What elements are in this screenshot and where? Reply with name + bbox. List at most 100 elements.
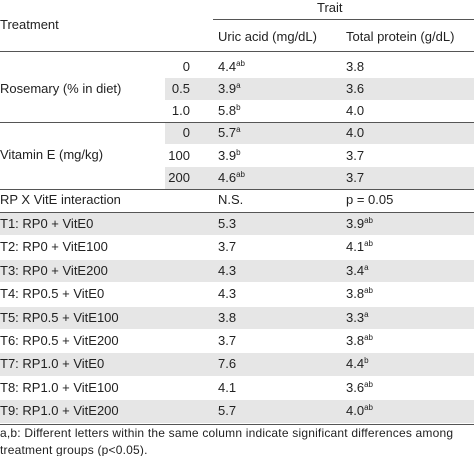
level: 0 bbox=[182, 59, 190, 74]
superscript: a bbox=[236, 125, 241, 134]
superscript: ab bbox=[364, 333, 373, 342]
uric-acid: 4.3 bbox=[218, 286, 236, 302]
uric-acid: 3.9a bbox=[218, 81, 241, 97]
superscript: ab bbox=[364, 379, 373, 389]
superscript: a bbox=[364, 262, 369, 272]
row-shading bbox=[0, 306, 474, 329]
total-protein: p = 0.05 bbox=[346, 192, 393, 208]
uric-acid: 4.3 bbox=[218, 263, 236, 279]
total-protein: 4.0 bbox=[346, 103, 364, 119]
uric-acid: 7.6 bbox=[218, 356, 236, 372]
cell-value: 3.9 bbox=[346, 216, 365, 231]
total-protein: 3.8 bbox=[346, 59, 364, 75]
total-protein: 3.3a bbox=[346, 310, 369, 326]
level: 1.0 bbox=[171, 103, 190, 118]
section-label: Vitamin E (mg/kg) bbox=[0, 147, 104, 162]
cell-value: 4.0 bbox=[346, 125, 365, 140]
cell-value: 5.3 bbox=[218, 216, 237, 231]
uric-acid: 5.8b bbox=[218, 103, 241, 119]
total-protein: 4.1ab bbox=[346, 239, 373, 255]
cell-value: 3.8 bbox=[218, 309, 237, 325]
uric-acid: N.S. bbox=[218, 192, 243, 208]
cell-value: 3.8 bbox=[346, 286, 365, 302]
cell-value: 3.9 bbox=[218, 147, 237, 163]
uric-acid: 4.4ab bbox=[218, 59, 245, 75]
cell-value: 3.6 bbox=[346, 379, 365, 395]
cell-value: 7.6 bbox=[218, 356, 237, 372]
cell-value: 4.6 bbox=[218, 170, 237, 185]
cell-value: 4.1 bbox=[346, 239, 365, 255]
row-shading bbox=[165, 122, 474, 144]
superscript: ab bbox=[364, 216, 373, 225]
uric-acid: 5.7a bbox=[218, 125, 241, 141]
treatment-label: T5: RP0.5 + VitE100 bbox=[0, 309, 119, 325]
treatment-label: T4: RP0.5 + VitE0 bbox=[0, 286, 105, 302]
cell-value: 5.7 bbox=[218, 125, 237, 140]
cell-value: 4.0 bbox=[346, 403, 365, 419]
cell-value: 3.8 bbox=[346, 333, 365, 348]
cell-value: 3.7 bbox=[346, 170, 365, 185]
cell-value: 5.7 bbox=[218, 403, 237, 419]
level: 200 bbox=[168, 170, 190, 185]
row-shading bbox=[165, 78, 474, 100]
cell-value: 4.3 bbox=[218, 262, 237, 278]
treatment-label: T7: RP1.0 + VitE0 bbox=[0, 356, 105, 372]
total-protein: 3.4a bbox=[346, 263, 369, 279]
cell-value: N.S. bbox=[218, 192, 244, 207]
rule bbox=[213, 19, 474, 20]
treatment-label: T2: RP0 + VitE100 bbox=[0, 239, 108, 255]
total-protein: 4.0ab bbox=[346, 403, 373, 419]
header-trait: Trait bbox=[317, 0, 343, 15]
uric-acid: 4.1 bbox=[218, 380, 236, 396]
cell-value: 4.1 bbox=[218, 379, 237, 395]
level: 0 bbox=[182, 125, 190, 140]
rule bbox=[0, 212, 474, 213]
cell-value: 3.7 bbox=[218, 333, 237, 348]
cell-value: 3.8 bbox=[346, 59, 365, 74]
superscript: ab bbox=[364, 239, 373, 249]
superscript: ab bbox=[364, 403, 373, 413]
cell-value: 3.7 bbox=[346, 147, 365, 163]
row-shading bbox=[0, 400, 474, 423]
column-header: Uric acid (mg/dL) bbox=[218, 29, 317, 44]
rule bbox=[0, 424, 474, 425]
total-protein: 3.7 bbox=[346, 170, 364, 186]
rule bbox=[0, 189, 474, 190]
rule bbox=[0, 122, 474, 123]
footnote: treatment groups (p<0.05). bbox=[0, 443, 148, 456]
total-protein: 4.4b bbox=[346, 356, 369, 372]
total-protein: 3.8ab bbox=[346, 286, 373, 302]
uric-acid: 3.8 bbox=[218, 310, 236, 326]
superscript: ab bbox=[364, 286, 373, 296]
cell-value: 3.9 bbox=[218, 81, 237, 96]
row-shading bbox=[0, 213, 474, 236]
header-treatment: Treatment bbox=[0, 17, 59, 32]
uric-acid: 5.3 bbox=[218, 216, 236, 232]
superscript: a bbox=[236, 81, 241, 90]
total-protein: 3.9ab bbox=[346, 216, 373, 232]
superscript: b bbox=[364, 356, 369, 366]
row-shading bbox=[0, 259, 474, 283]
row-shading bbox=[165, 167, 474, 189]
cell-value: 3.7 bbox=[218, 239, 237, 255]
cell-value: 5.8 bbox=[218, 103, 237, 118]
level: 100 bbox=[168, 147, 190, 163]
footnote: a,b: Different letters within the same c… bbox=[0, 426, 454, 440]
treatment-label: T9: RP1.0 + VitE200 bbox=[0, 403, 119, 419]
cell-value: 4.4 bbox=[218, 59, 237, 74]
treatment-label: T1: RP0 + VitE0 bbox=[0, 216, 94, 231]
cell-value: 3.3 bbox=[346, 309, 365, 325]
superscript: b bbox=[236, 147, 241, 157]
section-label: Rosemary (% in diet) bbox=[0, 81, 122, 96]
cell-value: 3.4 bbox=[346, 262, 365, 278]
cell-value: 4.0 bbox=[346, 103, 365, 118]
cell-value: 3.6 bbox=[346, 81, 365, 96]
column-header: Total protein (g/dL) bbox=[346, 29, 455, 44]
cell-value: 4.3 bbox=[218, 286, 237, 302]
total-protein: 3.6 bbox=[346, 81, 364, 97]
row-shading bbox=[0, 353, 474, 376]
uric-acid: 4.6ab bbox=[218, 170, 245, 186]
level: 0.5 bbox=[171, 81, 190, 96]
superscript: ab bbox=[236, 59, 245, 68]
